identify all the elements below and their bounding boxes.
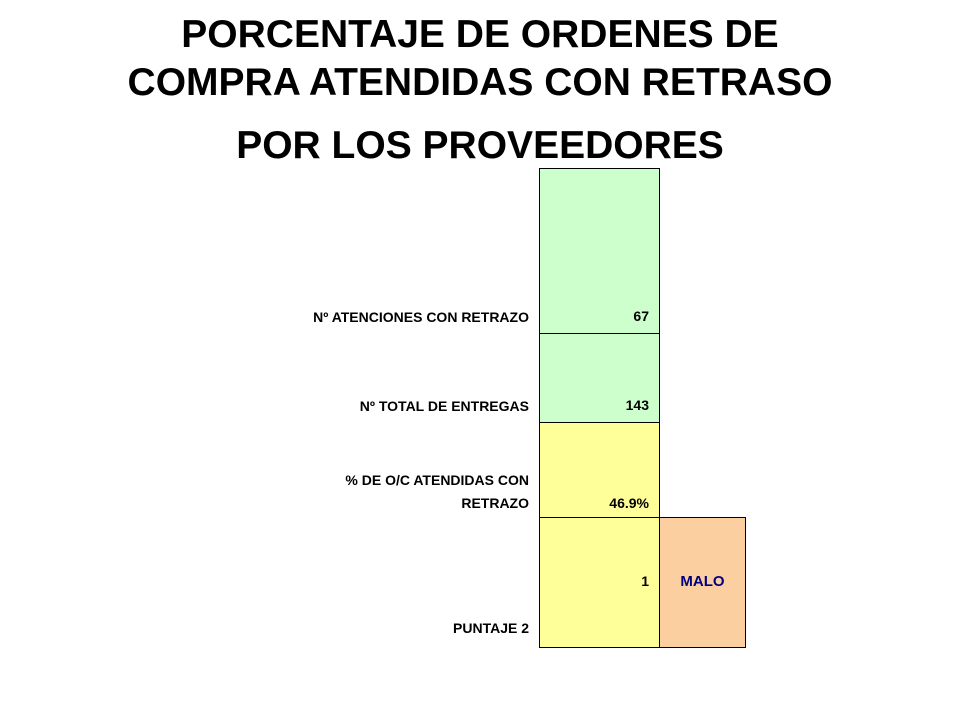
page-title-line-2: COMPRA ATENDIDAS CON RETRASO [127, 61, 833, 104]
value-porcentaje-retrazo: 46.9% [609, 495, 649, 511]
row-label-puntaje: PUNTAJE 2 [453, 620, 529, 636]
row-label-porcentaje-line-1: % DE O/C ATENDIDAS CON [345, 472, 529, 488]
value-total-entregas: 143 [625, 397, 649, 413]
cell-total-entregas: 143 [539, 333, 660, 423]
cell-puntaje: 1 [539, 517, 660, 648]
cell-porcentaje-retrazo: 46.9% [539, 422, 660, 518]
rating-badge: MALO [680, 573, 725, 590]
cell-rating: MALO [659, 517, 746, 648]
cell-atenciones-retrazo: 67 [539, 168, 660, 334]
value-atenciones-retrazo: 67 [633, 308, 649, 324]
page-title-line-1: PORCENTAJE DE ORDENES DE [181, 13, 779, 56]
value-puntaje: 1 [641, 573, 649, 589]
row-label-total-entregas: Nº TOTAL DE ENTREGAS [359, 398, 529, 414]
row-label-atenciones-retrazo: Nº ATENCIONES CON RETRAZO [313, 309, 529, 325]
row-label-porcentaje-line-2: RETRAZO [461, 495, 529, 511]
page-title-line-3: POR LOS PROVEEDORES [236, 124, 724, 167]
